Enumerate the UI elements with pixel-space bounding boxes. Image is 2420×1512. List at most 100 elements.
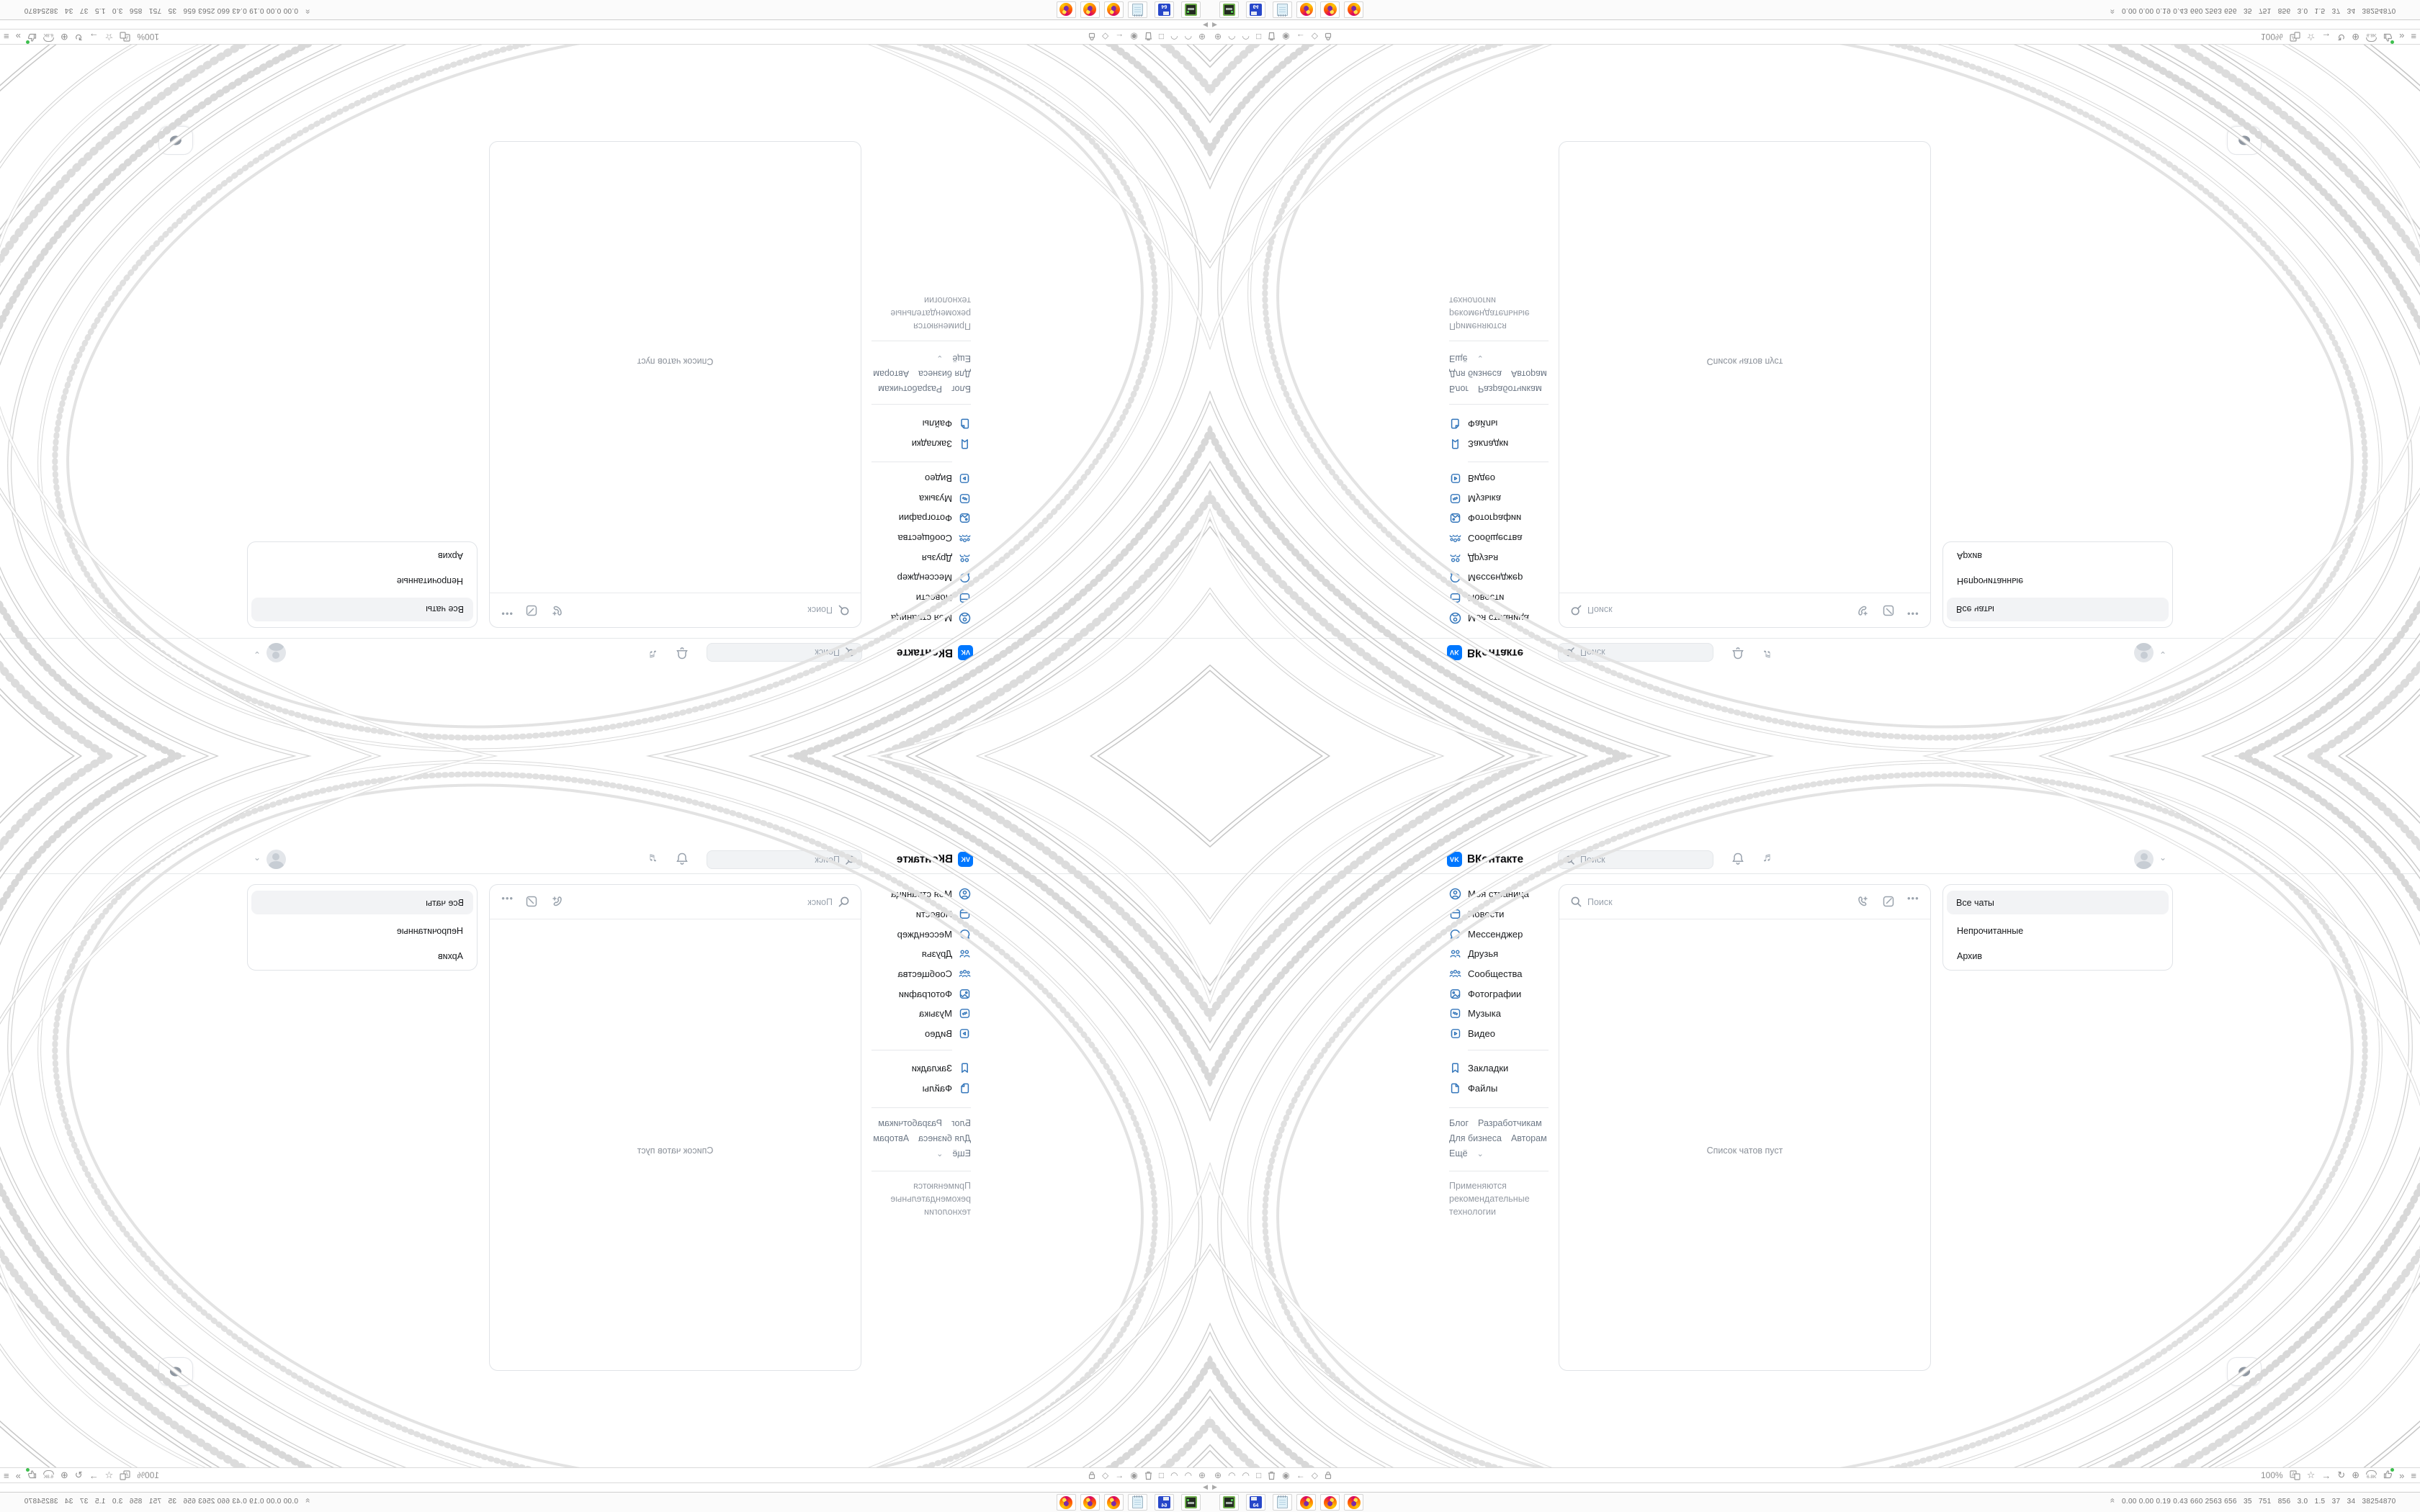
panel-expand-arrow[interactable]: ▶: [1203, 1483, 1208, 1490]
link-more[interactable]: Ещё: [1449, 1148, 1468, 1158]
link-more[interactable]: Ещё: [952, 354, 971, 364]
filter-archive[interactable]: Архив: [437, 951, 463, 961]
globe-icon[interactable]: ⊕: [1214, 1470, 1222, 1480]
taskbar-app-zipdrive[interactable]: [1219, 1494, 1239, 1511]
new-call-icon[interactable]: [550, 603, 564, 617]
taskbar-app-notepad[interactable]: [1128, 1494, 1147, 1511]
taskbar-app-firefox-2[interactable]: [1320, 1, 1340, 18]
taskbar-app-firefox-1[interactable]: [1296, 1, 1316, 18]
shield-icon[interactable]: ◇: [1311, 32, 1318, 42]
chat-search-input[interactable]: Поиск •••: [490, 593, 861, 627]
badge-icon[interactable]: ◉: [1130, 32, 1138, 42]
taskbar-app-firefox-3[interactable]: [1057, 1494, 1076, 1511]
bookmark-star-icon[interactable]: ☆: [104, 32, 114, 42]
arc-right-icon[interactable]: ◠: [1170, 32, 1178, 42]
filter-archive[interactable]: Архив: [1957, 551, 1983, 561]
shield-icon[interactable]: ◇: [1102, 1470, 1109, 1480]
forward-icon[interactable]: →: [2321, 31, 2331, 42]
overflow-icon[interactable]: »: [15, 1470, 21, 1481]
panel-expand-arrow[interactable]: ▶: [1212, 1483, 1217, 1490]
more-options-icon[interactable]: •••: [1907, 893, 1919, 904]
zoom-level[interactable]: 100%: [137, 32, 159, 42]
filter-archive[interactable]: Архив: [437, 551, 463, 561]
taskbar-app-firefox-1[interactable]: [1296, 1494, 1316, 1511]
taskbar-app-zipdrive[interactable]: [1181, 1, 1201, 18]
arc-left-icon[interactable]: ◠: [1228, 1470, 1236, 1480]
sidebar-item-friends[interactable]: Друзья: [891, 548, 971, 568]
reload-icon[interactable]: ↻: [2337, 1470, 2346, 1480]
sidebar-item-music[interactable]: Музыка: [891, 1004, 971, 1024]
zoom-level[interactable]: 100%: [137, 1470, 159, 1480]
sidebar-item-music[interactable]: Музыка: [891, 488, 971, 508]
notifications-bell-icon[interactable]: [676, 647, 689, 660]
globe-icon[interactable]: ⊕: [60, 1470, 68, 1480]
back-icon[interactable]: ←: [1296, 32, 1305, 42]
overflow-icon[interactable]: »: [15, 31, 21, 42]
music-icon[interactable]: ♬: [645, 850, 658, 864]
sidebar-item-video[interactable]: Видео: [891, 1024, 971, 1044]
new-call-icon[interactable]: [1856, 603, 1870, 617]
link-blog[interactable]: Блог: [951, 384, 971, 394]
sidebar-item-communities[interactable]: Сообщества: [891, 528, 971, 549]
taskbar-app-firefox-3[interactable]: [1057, 1, 1076, 18]
sidebar-item-files[interactable]: Файлы: [912, 414, 971, 434]
sidebar-item-news[interactable]: Новости: [891, 904, 971, 924]
taskbar-app-vice-c64[interactable]: 64: [1155, 1494, 1174, 1511]
vk-logo[interactable]: VK: [958, 852, 973, 867]
new-call-icon[interactable]: [1856, 895, 1870, 909]
sidebar-item-news[interactable]: Новости: [891, 588, 971, 608]
panel-expand-arrow[interactable]: ▶: [1212, 22, 1217, 29]
sidebar-item-files[interactable]: Файлы: [1449, 1079, 1508, 1099]
collapse-chevrons-icon[interactable]: «: [302, 9, 313, 14]
notifications-bell-icon[interactable]: [1731, 852, 1744, 865]
chevron-down-icon[interactable]: ⌄: [2159, 649, 2167, 660]
sidebar-item-photos[interactable]: Фотографии: [1449, 508, 1529, 528]
taskbar-app-firefox-1[interactable]: [1104, 1494, 1124, 1511]
compose-icon[interactable]: [525, 604, 538, 617]
filter-all-chats[interactable]: Все чаты: [251, 598, 473, 621]
translate-icon[interactable]: A: [2290, 32, 2300, 42]
zoom-level[interactable]: 100%: [2261, 1470, 2283, 1480]
globe-icon[interactable]: ⊕: [2352, 32, 2360, 42]
sidebar-item-communities[interactable]: Сообщества: [1449, 964, 1529, 984]
filter-all-chats[interactable]: Все чаты: [1947, 598, 2169, 621]
thumbs-up-icon[interactable]: [2383, 31, 2395, 44]
music-icon[interactable]: ♬: [645, 648, 658, 662]
overflow-icon[interactable]: »: [2399, 31, 2405, 42]
taskbar-app-zipdrive[interactable]: [1181, 1494, 1201, 1511]
tab-icon[interactable]: □: [1158, 32, 1164, 42]
back-icon[interactable]: ←: [1296, 1470, 1305, 1480]
reload-icon[interactable]: ↻: [2337, 32, 2346, 42]
chevron-down-icon[interactable]: ⌄: [2159, 852, 2167, 863]
compose-icon[interactable]: [525, 895, 538, 908]
taskbar-app-firefox-3[interactable]: [1344, 1, 1363, 18]
arc-right-icon[interactable]: ◠: [1242, 32, 1250, 42]
sidebar-item-friends[interactable]: Друзья: [1449, 548, 1529, 568]
lock-icon[interactable]: [1088, 1471, 1095, 1480]
reload-icon[interactable]: ↻: [74, 1470, 83, 1480]
taskbar-app-notepad[interactable]: [1128, 1, 1147, 18]
link-business[interactable]: Для бизнеса: [918, 1133, 971, 1143]
avatar[interactable]: [2134, 643, 2154, 662]
sidebar-item-files[interactable]: Файлы: [912, 1079, 971, 1099]
link-blog[interactable]: Блог: [1449, 384, 1469, 394]
new-call-icon[interactable]: [550, 895, 564, 909]
sidebar-item-communities[interactable]: Сообщества: [1449, 528, 1529, 549]
link-authors[interactable]: Авторам: [873, 369, 910, 379]
sidebar-item-video[interactable]: Видео: [1449, 469, 1529, 489]
filter-unread[interactable]: Непрочитанные: [396, 576, 463, 586]
arc-right-icon[interactable]: ◠: [1242, 1470, 1250, 1480]
arc-left-icon[interactable]: ◠: [1228, 32, 1236, 42]
filter-unread[interactable]: Непрочитанные: [396, 926, 463, 936]
forward-icon[interactable]: →: [89, 31, 99, 42]
badge-icon[interactable]: ◉: [1282, 1470, 1290, 1480]
vk-logo[interactable]: VK: [1447, 645, 1462, 660]
taskbar-app-zipdrive[interactable]: [1219, 1, 1239, 18]
filter-unread[interactable]: Непрочитанные: [1957, 576, 2024, 586]
collapse-chevrons-icon[interactable]: «: [2107, 1498, 2118, 1503]
sidebar-item-bookmarks[interactable]: Закладки: [912, 1058, 971, 1079]
sidebar-item-my-page[interactable]: Моя страница: [891, 884, 971, 904]
tab-icon[interactable]: □: [1256, 32, 1262, 42]
shield-icon[interactable]: ◇: [1102, 32, 1109, 42]
sidebar-item-photos[interactable]: Фотографии: [891, 984, 971, 1004]
